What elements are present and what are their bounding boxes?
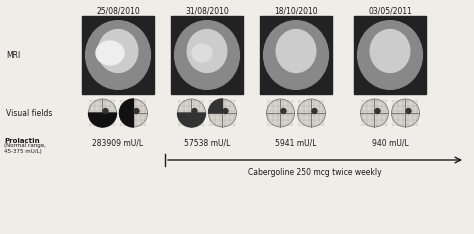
Wedge shape [177, 113, 206, 127]
Ellipse shape [357, 21, 422, 89]
Ellipse shape [98, 29, 138, 73]
Text: 940 mU/L: 940 mU/L [372, 138, 409, 147]
Text: Visual fields: Visual fields [6, 109, 52, 117]
Wedge shape [119, 99, 134, 127]
Circle shape [134, 109, 139, 113]
Bar [354, 16, 426, 94]
Bar [82, 16, 154, 94]
Bar [171, 16, 243, 94]
Circle shape [192, 109, 197, 113]
Circle shape [266, 99, 294, 127]
Circle shape [177, 99, 206, 127]
Circle shape [406, 109, 411, 113]
FancyBboxPatch shape [82, 16, 154, 94]
Circle shape [298, 99, 326, 127]
Text: Cabergoline 250 mcg twice weekly: Cabergoline 250 mcg twice weekly [248, 168, 382, 177]
Circle shape [361, 99, 389, 127]
FancyBboxPatch shape [171, 16, 243, 94]
Wedge shape [89, 113, 117, 127]
Text: Prolactin: Prolactin [4, 138, 40, 144]
Text: 25/08/2010: 25/08/2010 [96, 6, 140, 15]
Bar [260, 16, 332, 94]
Ellipse shape [174, 21, 239, 89]
Circle shape [392, 99, 419, 127]
Ellipse shape [96, 41, 124, 65]
Ellipse shape [187, 29, 227, 73]
Text: 5941 mU/L: 5941 mU/L [275, 138, 317, 147]
Text: 18/10/2010: 18/10/2010 [274, 6, 318, 15]
Wedge shape [209, 99, 222, 113]
FancyBboxPatch shape [260, 16, 332, 94]
Ellipse shape [86, 21, 150, 89]
Text: 31/08/2010: 31/08/2010 [185, 6, 229, 15]
Circle shape [103, 109, 108, 113]
FancyBboxPatch shape [354, 16, 426, 94]
Ellipse shape [276, 29, 316, 73]
Circle shape [89, 99, 117, 127]
Circle shape [119, 99, 147, 127]
Text: 03/05/2011: 03/05/2011 [368, 6, 412, 15]
Ellipse shape [264, 21, 328, 89]
Text: (Normal range,
45-375 mU/L): (Normal range, 45-375 mU/L) [4, 143, 46, 154]
Circle shape [281, 109, 286, 113]
Text: 57538 mU/L: 57538 mU/L [184, 138, 230, 147]
Circle shape [209, 99, 237, 127]
Circle shape [375, 109, 380, 113]
Text: MRI: MRI [6, 51, 20, 61]
Ellipse shape [370, 29, 410, 73]
Text: 283909 mU/L: 283909 mU/L [92, 138, 144, 147]
Circle shape [223, 109, 228, 113]
Ellipse shape [192, 44, 212, 62]
Circle shape [312, 109, 317, 113]
